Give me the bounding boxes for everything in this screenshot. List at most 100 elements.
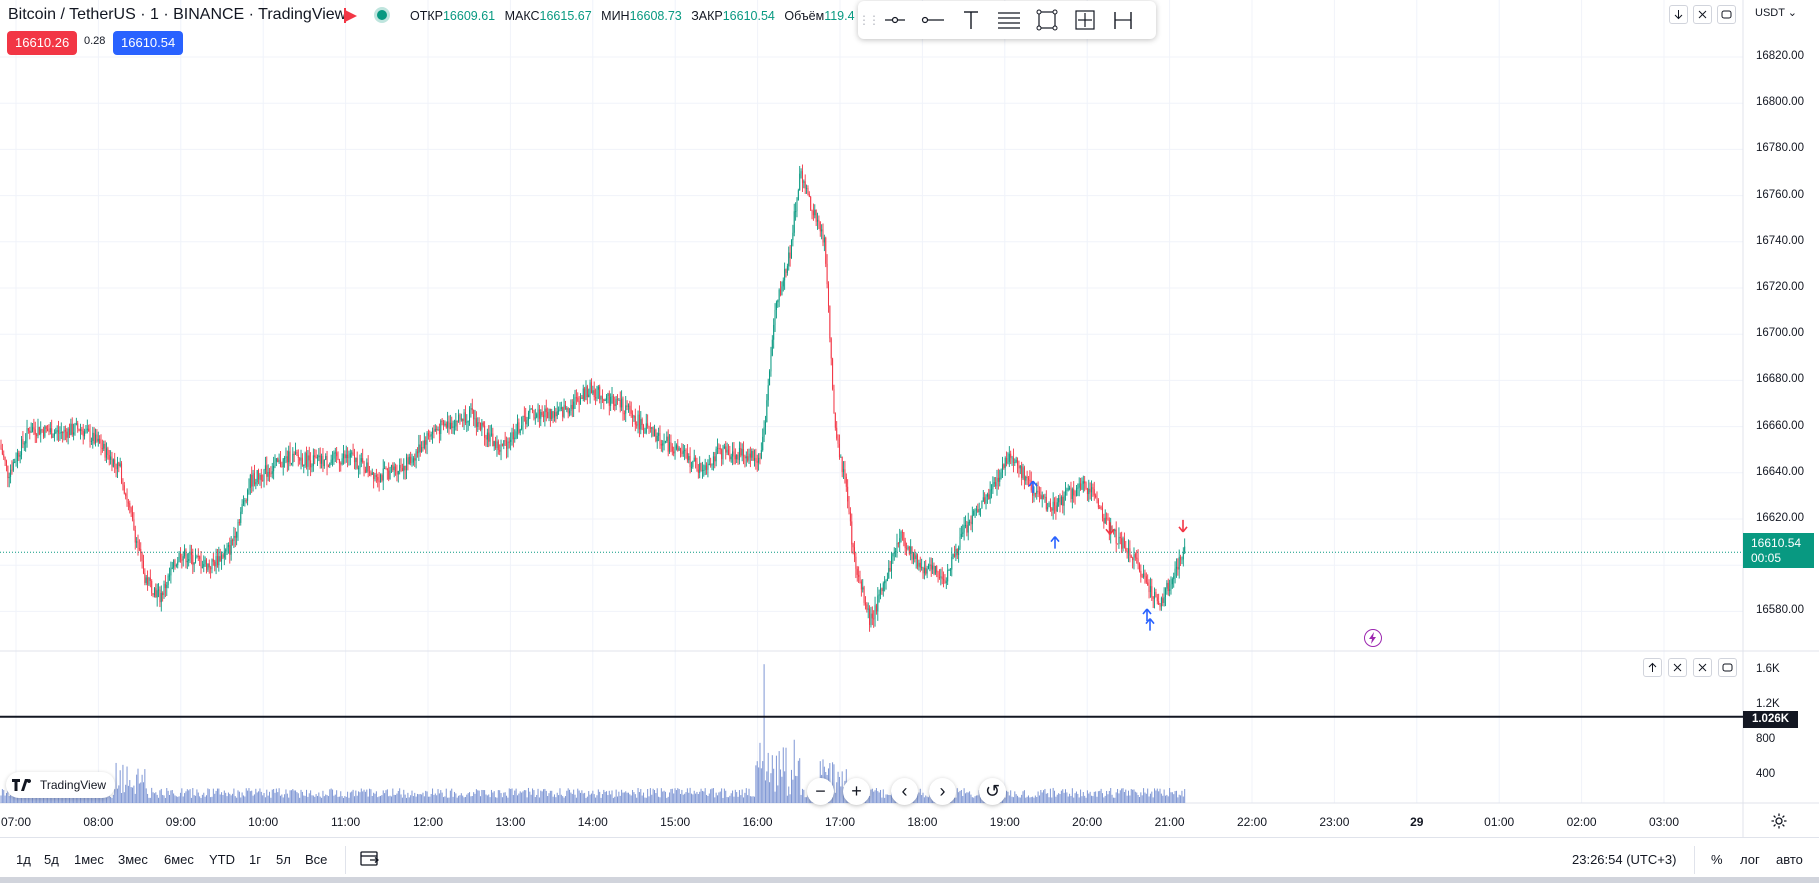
candle-body	[745, 456, 747, 459]
range-1m[interactable]: 1мес	[74, 852, 104, 867]
volume-bar	[318, 792, 320, 803]
volume-bar	[27, 794, 29, 803]
plus-icon: +	[851, 781, 862, 801]
move-up-icon[interactable]	[1643, 658, 1662, 677]
candle-body	[1001, 464, 1003, 473]
candle-body	[251, 474, 253, 487]
volume-bar	[1126, 795, 1128, 803]
candle-body	[678, 448, 680, 451]
range-3m[interactable]: 3мес	[118, 852, 148, 867]
volume-bar	[126, 766, 128, 803]
auto-toggle[interactable]: авто	[1776, 852, 1803, 867]
scroll-right-button[interactable]: ›	[929, 778, 956, 805]
volume-bar	[971, 797, 973, 803]
volume-bar	[1118, 793, 1120, 803]
volume-bar	[179, 792, 181, 803]
maximize-pane-icon[interactable]	[1718, 658, 1737, 677]
log-toggle[interactable]: лог	[1740, 852, 1760, 867]
maximize-icon[interactable]	[1717, 5, 1736, 24]
zoom-in-button[interactable]: +	[843, 778, 870, 805]
range-1d[interactable]: 1д	[16, 852, 31, 867]
settings-gear-icon[interactable]	[1770, 812, 1788, 835]
zoom-out-button[interactable]: −	[807, 778, 834, 805]
volume-bar	[1174, 791, 1176, 803]
symbol-title[interactable]: Bitcoin / TetherUS · 1 · BINANCE · Tradi…	[8, 6, 347, 23]
currency-selector[interactable]: USDT ⌄	[1755, 7, 1798, 19]
volume-bar	[300, 789, 302, 803]
volume-bar	[1148, 796, 1150, 803]
volume-bar	[1091, 795, 1093, 803]
tradingview-logo[interactable]: TradingView	[6, 772, 116, 798]
horizontal-line-icon[interactable]	[914, 1, 952, 39]
volume-bar	[259, 788, 261, 803]
buy-price-button[interactable]: 16610.54	[113, 31, 184, 55]
crosshair-box-icon[interactable]	[1066, 1, 1104, 39]
horizontal-ray-icon[interactable]	[876, 1, 914, 39]
sell-price-button[interactable]: 16610.26	[7, 31, 78, 55]
candle-body	[1156, 597, 1158, 602]
candle-body	[873, 618, 875, 620]
volume-bar	[755, 765, 757, 803]
volume-bar	[959, 791, 961, 803]
candle-body	[615, 398, 617, 407]
collapse-pane-icon[interactable]	[1693, 658, 1712, 677]
candle-body	[464, 412, 466, 423]
candle-body	[947, 570, 949, 582]
rectangle-icon[interactable]	[1028, 1, 1066, 39]
volume-bar	[599, 791, 601, 803]
candle-body	[674, 448, 676, 454]
date-range-icon[interactable]	[1104, 1, 1142, 39]
volume-bar	[1180, 795, 1182, 803]
candle-body	[319, 455, 321, 464]
candle-body	[970, 521, 972, 525]
candle-body	[482, 422, 484, 426]
range-5d[interactable]: 5д	[44, 852, 59, 867]
range-ytd[interactable]: YTD	[209, 852, 235, 867]
close-icon[interactable]	[1668, 658, 1687, 677]
candle-body	[566, 408, 568, 410]
text-icon[interactable]	[952, 1, 990, 39]
scroll-left-button[interactable]: ‹	[891, 778, 918, 805]
volume-bar	[588, 791, 590, 803]
candle-body	[73, 432, 75, 435]
volume-bar	[181, 788, 183, 803]
candle-body	[988, 494, 990, 500]
goto-date-icon[interactable]	[360, 850, 380, 873]
drag-handle-icon[interactable]: ⋮⋮	[858, 13, 880, 27]
candle-body	[533, 410, 535, 419]
volume-bar	[401, 797, 403, 803]
move-down-icon[interactable]	[1669, 5, 1688, 24]
candle-body	[811, 209, 813, 211]
volume-bar	[1140, 792, 1142, 803]
range-1y[interactable]: 1г	[249, 852, 261, 867]
collapse-icon[interactable]	[1693, 5, 1712, 24]
volume-bar	[1073, 797, 1075, 803]
candle-body	[264, 465, 266, 470]
volume-bar	[295, 790, 297, 803]
candle-body	[473, 410, 475, 420]
clock[interactable]: 23:26:54 (UTC+3)	[1572, 852, 1677, 867]
range-6m[interactable]: 6мес	[164, 852, 194, 867]
alert-icon[interactable]	[1364, 629, 1382, 647]
volume-bar	[1077, 793, 1079, 803]
range-all[interactable]: Все	[305, 852, 328, 867]
candle-body	[386, 468, 388, 471]
buy-arrow-icon	[1145, 618, 1155, 631]
candle-body	[774, 309, 776, 325]
candle-body	[912, 553, 914, 560]
volume-bar	[341, 796, 343, 803]
price-chart[interactable]	[0, 0, 1819, 837]
candle-body	[540, 411, 542, 419]
percent-toggle[interactable]: %	[1711, 852, 1723, 867]
range-5y[interactable]: 5л	[276, 852, 291, 867]
candle-body	[223, 551, 225, 558]
candle-body	[369, 471, 371, 474]
candle-body	[696, 461, 698, 470]
candle-body	[203, 564, 205, 567]
candle-body	[529, 409, 531, 413]
parallel-lines-icon[interactable]	[990, 1, 1028, 39]
reset-chart-button[interactable]: ↺	[979, 778, 1006, 805]
candle-body	[1181, 559, 1183, 561]
candle-body	[682, 450, 684, 454]
volume-bar	[67, 796, 69, 803]
